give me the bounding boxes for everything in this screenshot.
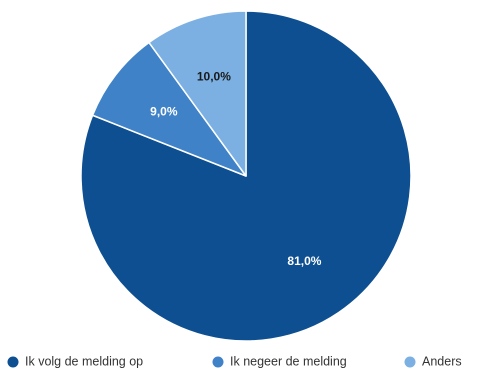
legend-item-ik-volg-de-melding-op: Ik volg de melding op	[7, 354, 143, 368]
data-label-ik-volg-de-melding-op: 81,0%	[287, 254, 321, 268]
legend-marker-anders	[404, 356, 416, 368]
legend-label-anders: Anders	[422, 354, 462, 368]
data-label-ik-negeer-de-melding: 9,0%	[150, 104, 178, 118]
pie-data-labels: 81,0% 9,0% 10,0%	[150, 69, 322, 268]
legend-item-anders: Anders	[404, 354, 462, 368]
legend-label-ik-volg-de-melding-op: Ik volg de melding op	[25, 354, 143, 368]
pie-slice-anders	[148, 10, 247, 177]
legend-marker-ik-negeer-de-melding	[212, 356, 224, 368]
pie-slice-ik-negeer-de-melding	[91, 41, 247, 177]
pie-slices	[80, 10, 412, 342]
legend-label-ik-negeer-de-melding: Ik negeer de melding	[230, 354, 347, 368]
pie-slice-ik-volg-de-melding-op	[80, 10, 412, 342]
legend: Ik volg de melding op Ik negeer de meldin…	[7, 354, 462, 368]
data-label-anders: 10,0%	[197, 69, 231, 83]
legend-item-ik-negeer-de-melding: Ik negeer de melding	[212, 354, 347, 368]
legend-marker-ik-volg-de-melding-op	[7, 356, 19, 368]
